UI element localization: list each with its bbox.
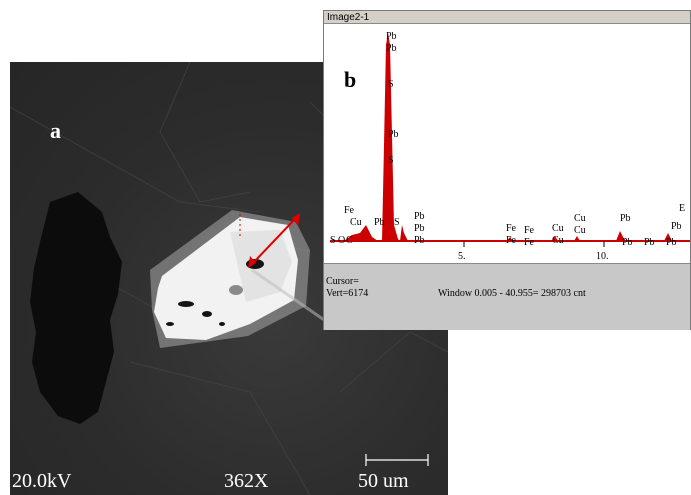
window-title: Image2-1 [324, 11, 690, 24]
peak-label: Cu [350, 217, 362, 228]
peak-label: Cu [574, 213, 586, 224]
x-tick-label: 5. [458, 251, 466, 262]
scale-bar [365, 454, 429, 466]
peak-label: S [388, 79, 394, 90]
peak-label: Fe [524, 237, 535, 248]
peak-label: Pb [414, 223, 425, 234]
peak-label: Fe [506, 223, 517, 234]
peak-label: Pb [388, 129, 399, 140]
peak-label: S [388, 155, 394, 166]
peak-label: Cu [552, 223, 564, 234]
panel-label-a: a [50, 118, 61, 143]
peak-label: Pb [414, 235, 425, 246]
analysis-arrow [239, 213, 300, 268]
scale-bar-label: 50 um [358, 470, 409, 492]
peak-label: Pb [620, 213, 631, 224]
accelerating-voltage: 20.0kV [12, 470, 72, 492]
peak-label: Pb [644, 237, 655, 248]
cursor-readout: Cursor= [326, 276, 359, 287]
peak-label: Fe [344, 205, 355, 216]
peak-label: Pb [386, 31, 397, 42]
vertical-count-readout: Vert=6174 [326, 288, 369, 299]
spectrum-peak-low [344, 225, 378, 241]
peak-label: S [330, 235, 336, 246]
peak-label: Cu [552, 235, 564, 246]
peak-label: S [394, 217, 400, 228]
peak-label: C [346, 235, 353, 246]
peak-label: Pb [374, 217, 385, 228]
dark-pore-region [30, 192, 122, 424]
x-tick-label: 10. [596, 251, 609, 262]
panel-label-b: b [344, 67, 357, 92]
peak-label: Cu [574, 225, 586, 236]
eds-spectrum-window[interactable]: Image2-1 5. 10. Pb Pb [323, 10, 691, 330]
spectrum-peak-pb-l [616, 231, 628, 241]
peak-label: Fe [524, 225, 535, 236]
window-count-readout: Window 0.005 - 40.955= 298703 cnt [438, 288, 586, 299]
eds-status-bar: Cursor= Vert=6174 Window 0.005 - 40.955=… [324, 263, 690, 330]
peak-label: O [338, 235, 345, 246]
peak-label: Pb [671, 221, 682, 232]
peak-label: Pb [666, 237, 677, 248]
spectrum-plot[interactable]: 5. 10. Pb Pb S Pb S Fe Cu Pb S Pb Pb Pb … [324, 25, 690, 265]
peak-labels: Pb Pb S Pb S Fe Cu Pb S Pb Pb Pb S O C F… [330, 31, 685, 248]
peak-label: Pb [386, 43, 397, 54]
peak-label: Pb [622, 237, 633, 248]
peak-label: Pb [414, 211, 425, 222]
peak-label: Fe [506, 235, 517, 246]
sem-micrograph [10, 62, 448, 495]
magnification: 362X [224, 470, 269, 492]
peak-label: E [679, 203, 685, 214]
spectrum-peak-main [382, 33, 400, 241]
